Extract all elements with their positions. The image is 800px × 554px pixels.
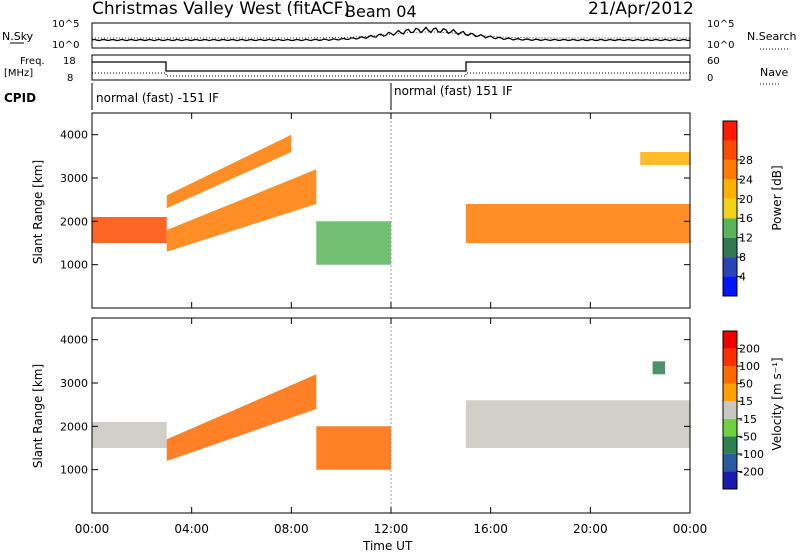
power-colorbar-swatch-5 <box>723 179 737 199</box>
velocity-colorbar-swatch-5 <box>723 383 737 402</box>
x-ticks: 00:00 04:00 08:00 12:00 16:00 20:00 00:00 <box>75 113 708 536</box>
velocity-echoes-band-1 <box>166 374 317 461</box>
power-colorbar-swatch-8 <box>723 121 737 141</box>
y-ticks: 1000 2000 3000 4000 1000 2000 3000 4000 <box>60 129 690 477</box>
power-colorbar-tick-label-3: 16 <box>739 212 753 225</box>
nsky-ytick-top-right: 10^5 <box>707 19 734 30</box>
nave-ytick-top-right: 60 <box>707 56 720 67</box>
velocity-colorbar-tick-label-6: -100 <box>739 448 764 461</box>
velocity-colorbar-tick-label-2: 50 <box>739 378 753 391</box>
velocity-colorbar-tick-label-4: -15 <box>739 413 757 426</box>
nave-ytick-bottom-right: 0 <box>707 73 713 84</box>
power-ylabel: Slant Range [km] <box>31 160 45 264</box>
power-colorbar: 4 8 12 16 20 24 28 <box>722 120 753 297</box>
velocity-colorbar-swatch-1 <box>723 453 737 472</box>
velocity-echoes-band-0 <box>92 422 167 448</box>
velocity-ytick-label-1: 2000 <box>60 420 88 433</box>
freq-label-line2: [MHz] <box>4 68 33 79</box>
power-echoes-band-5 <box>640 152 690 165</box>
power-echoes-band-0 <box>92 217 167 243</box>
velocity-colorbar-tick-label-1: 100 <box>739 360 760 373</box>
velocity-colorbar: 200 100 50 15 -15 -50 -100 -200 <box>722 330 764 490</box>
power-ytick-label-0: 1000 <box>60 259 88 272</box>
velocity-colorbar-tick-label-3: 15 <box>739 395 753 408</box>
date-title: 21/Apr/2012 <box>588 0 694 19</box>
velocity-colorbar-swatch-4 <box>723 401 737 419</box>
power-colorbar-swatch-3 <box>723 218 737 238</box>
power-echoes-band-4 <box>465 204 690 243</box>
freq-line <box>92 61 690 72</box>
velocity-colorbar-tick-label-7: -200 <box>739 465 764 478</box>
nsky-ytick-top-left: 10^5 <box>52 19 79 30</box>
velocity-colorbar-frame <box>722 330 738 490</box>
xtick-label-2: 08:00 <box>274 522 309 536</box>
beam-title: Beam 04 <box>345 2 417 21</box>
xtick-label-3: 12:00 <box>374 522 409 536</box>
power-echoes-band-1 <box>166 169 317 252</box>
power-echoes-band-3 <box>316 221 391 265</box>
velocity-colorbar-swatch-3 <box>723 418 737 437</box>
power-echoes-band-2 <box>166 134 292 209</box>
power-ytick-label-3: 4000 <box>60 129 88 142</box>
power-colorbar-tick-label-4: 20 <box>739 193 753 206</box>
cpid-segment-2: normal (fast) 151 IF <box>394 84 513 98</box>
power-colorbar-tick-label-5: 24 <box>739 173 753 186</box>
velocity-echoes-band-2 <box>316 426 391 470</box>
nsky-panel <box>91 22 691 49</box>
xtick-label-5: 20:00 <box>573 522 608 536</box>
nsky-ytick-bottom-right: 10^0 <box>707 40 734 51</box>
freq-ytick-top-left: 18 <box>63 56 76 67</box>
velocity-ytick-label-2: 3000 <box>60 377 88 390</box>
nsky-label: N.Sky <box>2 30 34 43</box>
velocity-echoes-band-4 <box>652 361 666 375</box>
nsearch-label: N.Search <box>747 30 797 43</box>
power-colorbar-swatch-6 <box>723 159 737 180</box>
power-colorbar-swatch-7 <box>723 140 737 160</box>
xtick-label-6: 00:00 <box>673 522 708 536</box>
power-colorbar-swatch-1 <box>723 257 737 277</box>
power-colorbar-swatch-0 <box>723 276 737 296</box>
nave-label: Nave <box>760 66 788 79</box>
velocity-colorbar-tick-label-5: -50 <box>739 430 757 443</box>
freq-ytick-bottom-left: 8 <box>67 73 73 84</box>
nsky-ytick-bottom-left: 10^0 <box>52 40 79 51</box>
xtick-label-4: 16:00 <box>473 522 508 536</box>
power-colorbar-label: Power [dB] <box>770 165 784 230</box>
power-colorbar-tick-label-0: 4 <box>739 271 746 284</box>
power-colorbar-tick-label-6: 28 <box>739 154 753 167</box>
velocity-colorbar-swatch-8 <box>723 331 737 349</box>
xtick-label-1: 04:00 <box>174 522 209 536</box>
power-ytick-label-1: 2000 <box>60 215 88 228</box>
power-echoes <box>92 134 690 265</box>
velocity-colorbar-tick-label-0: 200 <box>739 343 760 356</box>
station-title: Christmas Valley West (fitACF) <box>92 0 350 19</box>
power-colorbar-frame <box>722 120 738 297</box>
nave-line <box>92 72 690 77</box>
freq-label-line1: Freq. <box>20 56 45 67</box>
velocity-colorbar-label: Velocity [m s⁻¹] <box>770 357 784 450</box>
freq-panel <box>91 54 691 81</box>
velocity-ylabel: Slant Range [km] <box>31 364 45 468</box>
velocity-echoes <box>92 361 690 470</box>
velocity-colorbar-swatch-7 <box>723 348 737 367</box>
velocity-ytick-label-3: 4000 <box>60 334 88 347</box>
velocity-ytick-label-0: 1000 <box>60 464 88 477</box>
velocity-echoes-band-3 <box>465 400 690 448</box>
cpid-label: CPID <box>4 91 36 105</box>
power-colorbar-tick-label-1: 8 <box>739 251 746 264</box>
cpid-segment-1: normal (fast) -151 IF <box>96 91 219 105</box>
power-colorbar-swatch-4 <box>723 198 737 219</box>
velocity-colorbar-swatch-0 <box>723 471 737 489</box>
power-colorbar-tick-label-2: 12 <box>739 232 753 245</box>
velocity-colorbar-swatch-6 <box>723 366 737 384</box>
x-axis-label: Time UT <box>362 539 413 553</box>
power-colorbar-swatch-2 <box>723 237 737 258</box>
velocity-colorbar-swatch-2 <box>723 436 737 454</box>
power-ytick-label-2: 3000 <box>60 172 88 185</box>
xtick-label-0: 00:00 <box>75 522 110 536</box>
